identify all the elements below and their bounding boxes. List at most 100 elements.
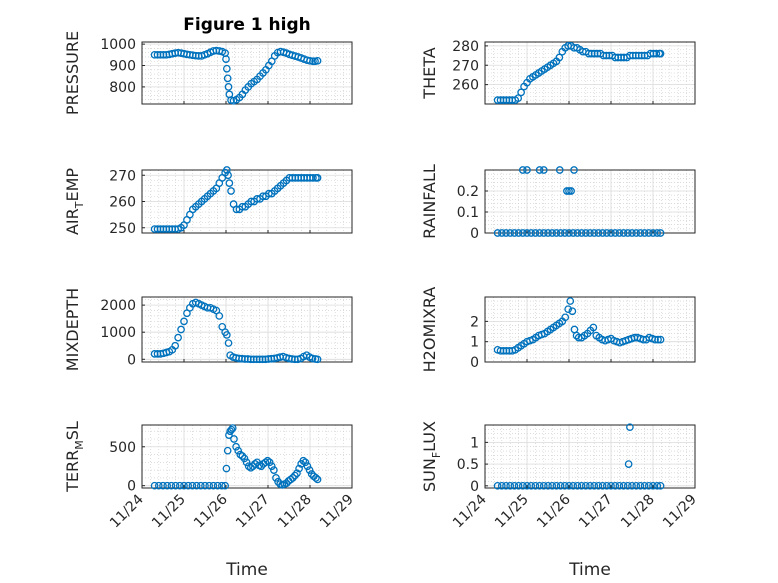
data-point [651,335,659,344]
data-point [222,55,230,63]
data-point [518,229,527,237]
data-point [510,481,519,490]
data-point [656,335,665,344]
data-point [502,229,510,237]
xtick-label: 11/27 [233,492,273,532]
data-point [594,481,603,490]
data-point [227,187,235,195]
data-point [246,463,255,472]
data-point [560,481,569,490]
data-point [586,229,594,237]
figure-title: Figure 1 high [183,15,311,35]
data-point [242,458,251,467]
data-point [175,481,184,490]
data-point [598,481,607,490]
data-point [626,423,634,432]
plot-area [485,425,695,488]
data-point [561,313,570,322]
data-point [514,229,523,237]
data-point [306,56,314,65]
data-point [548,481,557,490]
data-point [217,481,226,490]
grid [484,41,696,105]
data-point [656,49,665,58]
data-point [628,481,636,490]
ytick-label: 2000 [100,298,136,314]
data-point [590,229,599,237]
data-point [299,456,308,465]
data-point [184,481,193,490]
data-point [213,481,222,490]
series-markers [150,424,322,490]
axes-box [484,424,696,489]
data-point [163,481,172,490]
ytick-label: 0.5 [457,457,479,473]
data-point [623,229,632,237]
subplot-7: 0 500 11/24 11/25 11/26 11/27 11/28 11/29 Time TE… [63,421,357,580]
data-point [649,229,657,237]
data-point [174,333,182,342]
data-point [313,355,322,364]
data-point [527,481,536,490]
data-point [573,481,582,490]
data-point [539,229,548,237]
data-point [192,481,201,490]
xlabel: Time [225,560,268,580]
ytick-label: 250 [109,221,136,237]
ytick-label: 0.1 [457,205,479,221]
ylabel-3: AIRTEMP [63,168,86,235]
data-point [602,481,611,490]
data-point [535,481,544,490]
data-point [230,435,238,443]
data-point [535,229,544,237]
data-point [586,481,594,490]
subplot-5: 0 1000 2000 MIXDEPTH [63,288,353,371]
ytick-label: 0.2 [457,184,479,200]
data-point [301,458,310,467]
series-markers [150,46,322,105]
data-point [649,481,657,490]
xtick-label: 11/25 [492,492,532,532]
xtick-label: 11/25 [149,492,189,532]
data-point [506,481,515,490]
data-point [236,450,245,459]
data-point [555,53,564,62]
data-point [272,474,280,482]
data-point [531,229,540,237]
ytick-label: 260 [452,78,479,94]
data-point [628,229,636,237]
xtick-label: 11/24 [450,491,490,531]
data-point [640,481,649,490]
data-point [305,466,314,474]
data-point [225,179,234,187]
data-point [223,74,232,83]
data-point [244,462,253,471]
data-point [598,229,607,237]
data-point [555,166,564,174]
data-point [636,481,645,490]
data-point [240,454,249,463]
data-point [224,339,233,347]
data-point [222,331,231,339]
data-point [313,174,322,182]
data-point [232,442,240,451]
data-point [227,425,236,434]
series-markers [150,298,322,364]
data-point [261,458,270,467]
data-point [615,229,624,237]
data-point [523,481,531,490]
data-point [238,452,247,460]
data-point [539,481,548,490]
data-point [656,481,665,490]
data-point [223,446,232,455]
data-point [523,166,531,174]
data-point [619,481,628,490]
data-point [188,481,197,490]
data-point [569,481,578,490]
data-point [313,56,322,65]
data-point [312,474,320,482]
data-point [564,305,573,314]
ytick-label: 0 [470,479,479,495]
data-point [566,297,575,305]
